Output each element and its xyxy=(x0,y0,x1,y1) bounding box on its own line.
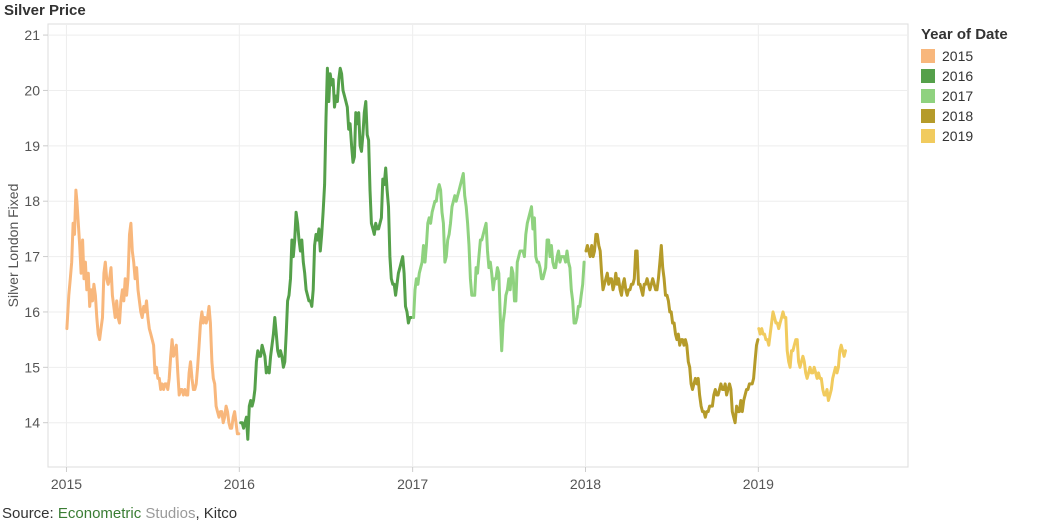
source-note: Source: Econometric Studios, Kitco xyxy=(2,505,237,522)
source-prefix: Source: xyxy=(2,505,58,522)
legend-label: 2015 xyxy=(942,48,974,64)
legend-item-2015[interactable]: 2015 xyxy=(921,46,1008,66)
legend-label: 2016 xyxy=(942,68,974,84)
y-tick-label: 15 xyxy=(24,359,40,375)
legend-item-2018[interactable]: 2018 xyxy=(921,106,1008,126)
source-econometric: Econometric xyxy=(57,505,142,522)
y-tick-label: 14 xyxy=(24,415,40,431)
legend-swatch xyxy=(921,129,935,143)
legend: Year of Date 2015 2016 2017 2018 2019 xyxy=(921,26,1008,146)
y-axis-title: Silver London Fixed xyxy=(5,184,21,308)
y-tick-label: 17 xyxy=(24,249,40,265)
source-suffix: , Kitco xyxy=(195,505,238,522)
y-tick-label: 20 xyxy=(24,82,40,98)
chart-title: Silver Price xyxy=(4,2,86,19)
x-tick-label: 2017 xyxy=(397,476,428,492)
legend-label: 2018 xyxy=(942,108,974,124)
x-tick-label: 2015 xyxy=(51,476,82,492)
series-line-2016 xyxy=(239,66,413,441)
legend-swatch xyxy=(921,109,935,123)
legend-item-2019[interactable]: 2019 xyxy=(921,126,1008,146)
legend-swatch xyxy=(921,89,935,103)
x-tick-label: 2018 xyxy=(570,476,601,492)
legend-label: 2019 xyxy=(942,128,974,144)
y-tick-label: 18 xyxy=(24,193,40,209)
series-line-2019 xyxy=(757,310,847,402)
legend-item-2017[interactable]: 2017 xyxy=(921,86,1008,106)
y-tick-label: 16 xyxy=(24,304,40,320)
series-line-2015 xyxy=(65,188,241,436)
plot-frame xyxy=(47,23,909,468)
legend-swatch xyxy=(921,69,935,83)
silver-price-chart: 14 15 16 17 18 19 20 21 2015 2016 2017 2018 2019 Silv… xyxy=(5,23,909,492)
legend-title: Year of Date xyxy=(921,26,1008,43)
x-tick-label: 2019 xyxy=(743,476,774,492)
legend-swatch xyxy=(921,49,935,63)
y-tick-label: 19 xyxy=(24,138,40,154)
y-tick-label: 21 xyxy=(24,27,40,43)
series-line-2017 xyxy=(412,172,586,353)
series-line-2018 xyxy=(584,232,760,425)
x-tick-label: 2016 xyxy=(224,476,255,492)
source-studios: Studios xyxy=(145,505,196,522)
legend-item-2016[interactable]: 2016 xyxy=(921,66,1008,86)
legend-label: 2017 xyxy=(942,88,974,104)
